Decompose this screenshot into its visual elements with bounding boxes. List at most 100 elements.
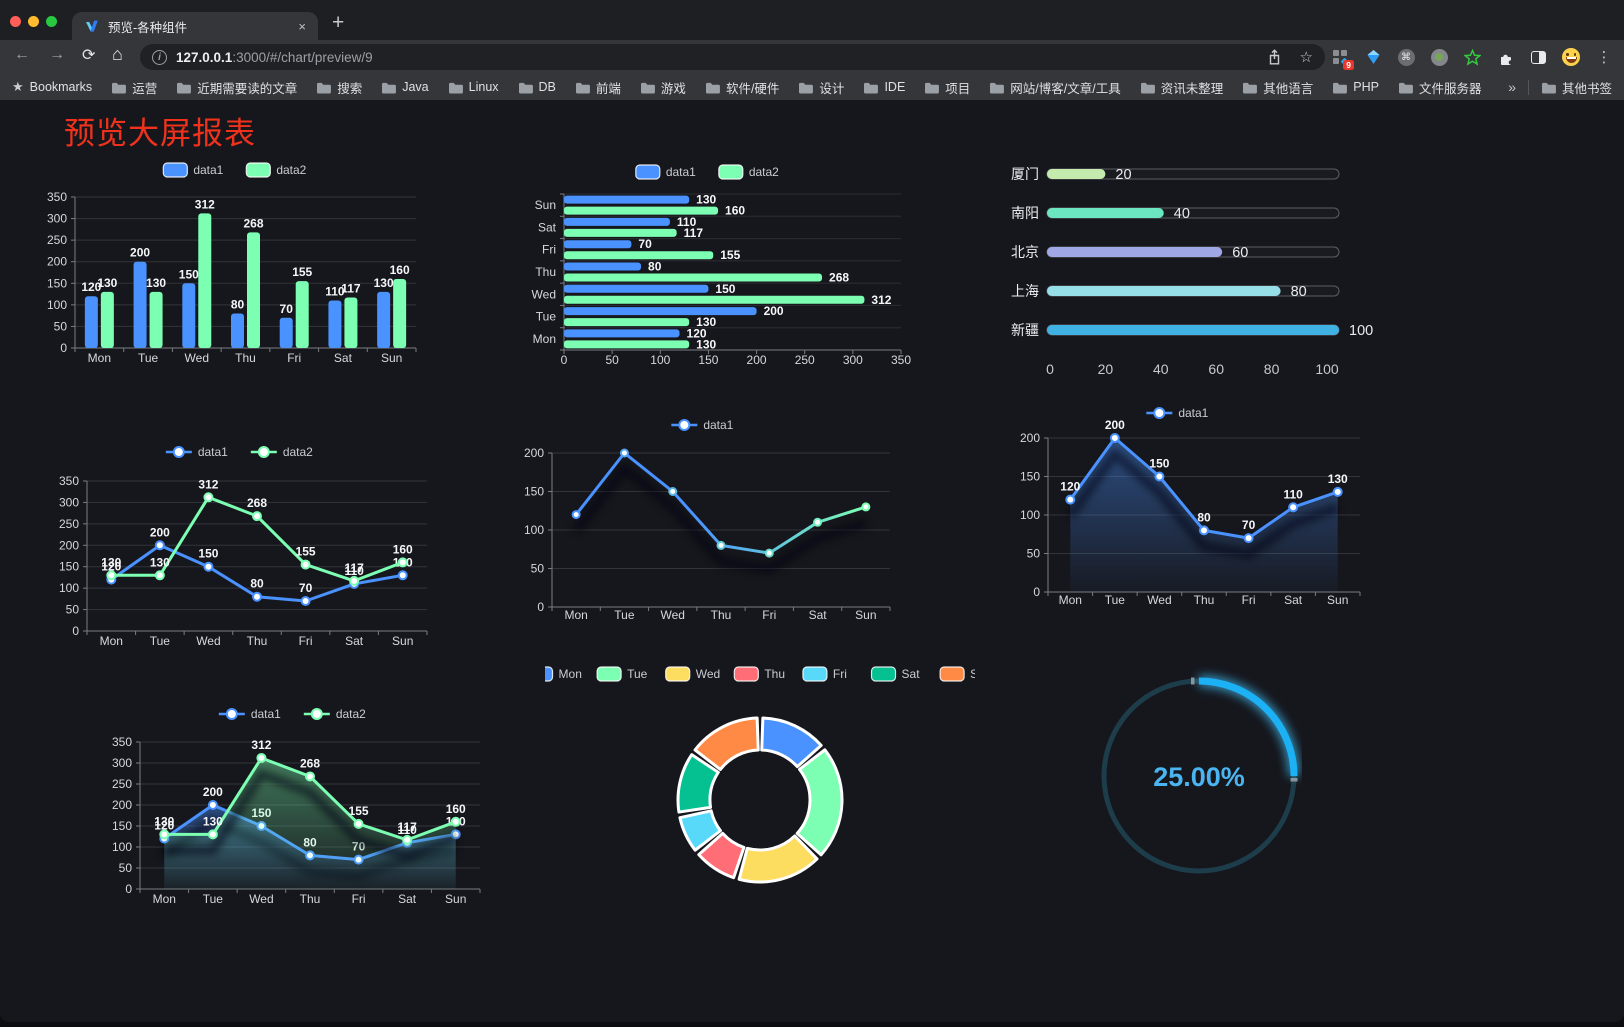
svg-text:Sat: Sat — [1284, 593, 1303, 607]
bookmark-folder[interactable]: 近期需要读的文章 — [176, 78, 297, 97]
browser-menu-icon[interactable]: ⋮ — [1596, 49, 1612, 66]
svg-text:Fri: Fri — [762, 608, 776, 622]
svg-text:新疆: 新疆 — [1011, 322, 1039, 338]
progress-bar-chart[interactable]: 厦门 20 南阳 40 北京 60 上海 80 新疆 100 0 20 40 60 80 100 — [995, 155, 1375, 383]
bookmark-folder[interactable]: 前端 — [575, 78, 621, 97]
svg-text:70: 70 — [280, 302, 294, 316]
gem-extension-icon[interactable] — [1363, 47, 1383, 67]
extension-grid-icon[interactable]: 9 — [1330, 47, 1354, 70]
svg-text:200: 200 — [203, 785, 223, 799]
folder-icon — [1333, 82, 1348, 94]
svg-text:data1: data1 — [1178, 406, 1208, 420]
bookmark-folder[interactable]: 游戏 — [640, 78, 686, 97]
gauge-chart[interactable]: 25.00% — [1096, 666, 1302, 886]
bookmark-folder[interactable]: PHP — [1332, 78, 1379, 97]
svg-text:0: 0 — [60, 341, 67, 355]
svg-text:120: 120 — [81, 280, 101, 294]
command-extension-icon[interactable]: ⌘ — [1396, 47, 1416, 67]
svg-text:150: 150 — [59, 560, 79, 574]
grouped-bar-chart[interactable]: 0 50 100 150 200 250 300 350 Mon Tue Wed Thu Fri Sat S… — [40, 150, 430, 374]
svg-text:Tue: Tue — [627, 667, 648, 681]
svg-text:20: 20 — [1115, 167, 1131, 183]
svg-text:data2: data2 — [276, 163, 306, 177]
svg-text:Sun: Sun — [970, 667, 975, 681]
dual-line-chart[interactable]: 0 50 100 150 200 250 300 350 Mon Tue Wed Thu Fri Sat S… — [42, 438, 437, 658]
svg-text:250: 250 — [112, 777, 132, 791]
forward-button[interactable]: → — [49, 46, 65, 63]
reload-button[interactable]: ⟳ — [82, 47, 96, 64]
bookmark-folder[interactable]: 网站/博客/文章/工具 — [989, 78, 1121, 97]
bookmark-folder[interactable]: IDE — [863, 78, 905, 97]
area-line-chart[interactable]: 0 50 100 150 200 Mon Tue Wed Thu Fri Sat Sun 120 200 1… — [985, 386, 1370, 614]
bookmarks-overflow-chevron[interactable]: » — [1508, 79, 1516, 95]
minimize-window-button[interactable] — [28, 16, 39, 27]
svg-text:150: 150 — [1149, 457, 1169, 471]
svg-text:160: 160 — [446, 802, 466, 816]
close-window-button[interactable] — [10, 16, 21, 27]
bookmark-folder-label: PHP — [1353, 80, 1379, 94]
bookmark-folder[interactable]: 资讯未整理 — [1140, 78, 1224, 97]
side-panel-icon[interactable] — [1528, 47, 1548, 67]
star-extension-icon[interactable] — [1462, 47, 1482, 67]
svg-text:50: 50 — [54, 319, 68, 333]
record-extension-icon[interactable] — [1429, 47, 1449, 67]
svg-text:80: 80 — [1197, 510, 1211, 524]
bookmark-folder[interactable]: 设计 — [798, 78, 844, 97]
bookmark-folder[interactable]: DB — [518, 78, 556, 97]
svg-text:20: 20 — [1098, 361, 1114, 377]
browser-tab[interactable]: 预览-各种组件 × — [72, 12, 318, 40]
close-tab-icon[interactable]: × — [298, 18, 306, 34]
bookmarks-manager-item[interactable]: ★ Bookmarks — [12, 79, 92, 95]
bookmark-folder-label: 文件服务器 — [1418, 81, 1482, 96]
bookmark-folder[interactable]: 文件服务器 — [1398, 78, 1482, 97]
bookmark-folder[interactable]: Java — [381, 78, 429, 97]
back-button[interactable]: ← — [14, 46, 30, 63]
address-bar[interactable]: i 127.0.0.1:3000/#/chart/preview/9 ☆ — [140, 44, 1325, 70]
svg-text:117: 117 — [684, 226, 704, 240]
bookmark-folder[interactable]: Linux — [448, 78, 499, 97]
donut-chart[interactable]: Mon Tue Wed Thu Fri Sat Sun — [527, 655, 991, 910]
svg-text:Wed: Wed — [532, 287, 556, 301]
share-icon[interactable] — [1267, 48, 1282, 66]
svg-text:50: 50 — [119, 861, 133, 875]
dual-area-line-chart[interactable]: 0 50 100 150 200 250 300 350 Mon Tue Wed Thu Fri Sat S… — [95, 695, 490, 917]
svg-text:Wed: Wed — [696, 667, 720, 681]
url-text[interactable]: 127.0.0.1:3000/#/chart/preview/9 — [176, 50, 373, 65]
bookmark-folder[interactable]: 项目 — [924, 78, 970, 97]
svg-text:130: 130 — [696, 193, 716, 207]
new-tab-button[interactable]: + — [332, 11, 345, 34]
svg-text:150: 150 — [1020, 470, 1040, 484]
svg-text:120: 120 — [687, 326, 707, 340]
site-info-icon[interactable]: i — [152, 49, 167, 65]
bookmark-folder[interactable]: 运营 — [111, 78, 157, 97]
bookmark-folder[interactable]: 其他语言 — [1242, 78, 1313, 97]
svg-text:50: 50 — [1027, 547, 1041, 561]
svg-text:Thu: Thu — [535, 265, 556, 279]
svg-text:200: 200 — [150, 525, 170, 539]
svg-text:0: 0 — [537, 600, 544, 614]
bookmark-star-icon[interactable]: ☆ — [1299, 49, 1313, 66]
puzzle-extensions-icon[interactable] — [1495, 47, 1515, 67]
bookmark-folder[interactable]: 软件/硬件 — [705, 78, 779, 97]
extension-badge: 9 — [1343, 59, 1354, 70]
svg-text:200: 200 — [524, 446, 544, 460]
bookmark-folder-label: 资讯未整理 — [1160, 81, 1224, 96]
bookmark-folder-label: Linux — [468, 80, 499, 94]
svg-text:150: 150 — [698, 353, 718, 367]
emoji-extension-icon[interactable] — [1561, 47, 1581, 67]
svg-text:北京: 北京 — [1011, 244, 1039, 260]
home-button[interactable]: ⌂ — [112, 44, 123, 64]
zoom-window-button[interactable] — [46, 16, 57, 27]
horizontal-bar-chart[interactable]: Sun Sat Fri Thu Wed Tue Mon 0 50 100 150 200 250 300 3… — [500, 150, 915, 372]
svg-text:150: 150 — [524, 485, 544, 499]
gradient-line-chart[interactable]: 0 50 100 150 200 Mon Tue Wed Thu Fri Sat Sun data1 — [505, 398, 900, 630]
other-bookmarks-folder[interactable]: 其他书签 — [1541, 78, 1612, 97]
svg-text:312: 312 — [195, 197, 215, 211]
bookmark-folder[interactable]: 搜索 — [316, 78, 362, 97]
url-path: :3000/#/chart/preview/9 — [232, 49, 373, 65]
svg-text:350: 350 — [891, 353, 911, 367]
svg-text:Sun: Sun — [445, 892, 466, 906]
svg-text:Mon: Mon — [533, 332, 556, 346]
svg-text:Tue: Tue — [536, 310, 557, 324]
